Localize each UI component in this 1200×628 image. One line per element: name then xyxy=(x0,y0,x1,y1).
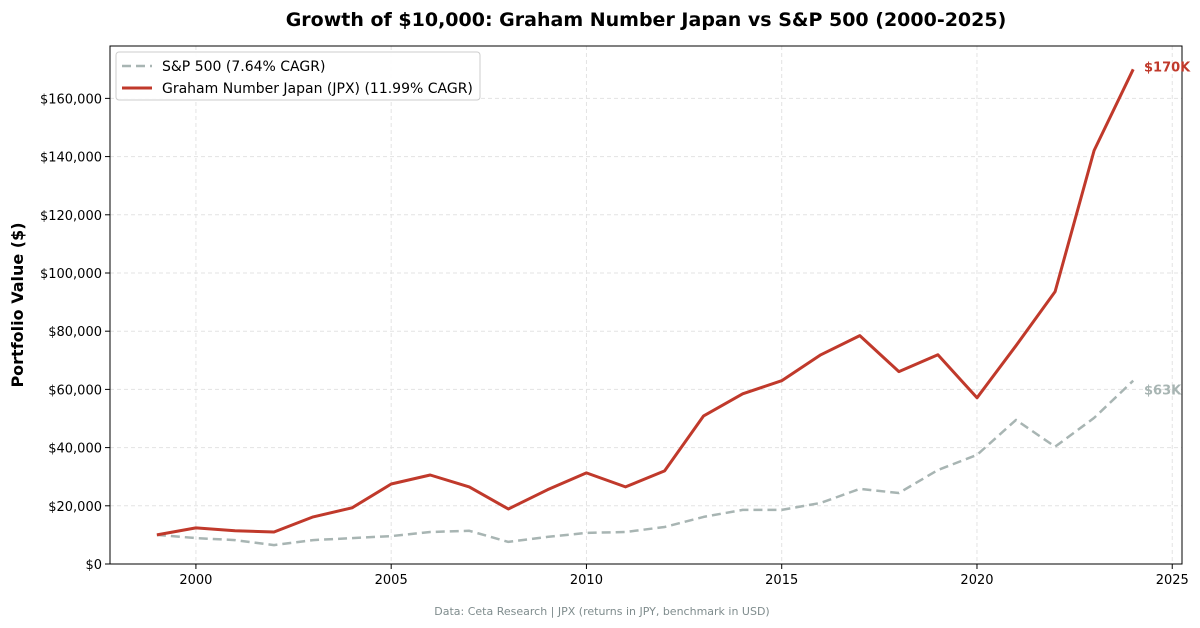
y-tick-label: $140,000 xyxy=(40,151,102,166)
legend-box xyxy=(115,51,481,101)
legend-label: S&P 500 (7.64% CAGR) xyxy=(162,59,325,75)
x-tick-label: 2000 xyxy=(179,573,212,588)
y-tick-label: $60,000 xyxy=(48,383,102,398)
y-tick-label: $40,000 xyxy=(48,442,102,457)
x-tick-label: 2025 xyxy=(1156,573,1189,588)
x-tick-label: 2015 xyxy=(765,573,798,588)
chart-title: Growth of $10,000: Graham Number Japan v… xyxy=(286,9,1007,31)
series-lines xyxy=(156,68,1135,547)
y-tick-label: $20,000 xyxy=(48,500,102,515)
y-tick-label: $120,000 xyxy=(40,209,102,224)
footnote: Data: Ceta Research | JPX (returns in JP… xyxy=(434,605,769,618)
x-tick-label: 2010 xyxy=(570,573,603,588)
end-labels: $63K $170K xyxy=(1144,60,1191,398)
legend: S&P 500 (7.64% CAGR) Graham Number Japan … xyxy=(115,51,481,101)
x-tick-label: 2005 xyxy=(375,573,408,588)
graham-japan-line xyxy=(156,68,1135,537)
grid xyxy=(110,46,1182,565)
y-tick-label: $0 xyxy=(85,558,102,573)
end-value-label: $63K xyxy=(1144,384,1182,399)
end-value-label: $170K xyxy=(1144,60,1191,75)
x-tick-label: 2020 xyxy=(960,573,993,588)
sp500-line xyxy=(156,379,1135,547)
legend-label: Graham Number Japan (JPX) (11.99% CAGR) xyxy=(162,81,473,97)
y-axis-label: Portfolio Value ($) xyxy=(8,222,27,387)
y-tick-label: $80,000 xyxy=(48,325,102,340)
axis-ticks: 2000 2005 2010 2015 2020 2025 $0 $20,000 $40,000… xyxy=(40,92,1189,588)
plot-frame xyxy=(109,45,1183,565)
y-tick-label: $160,000 xyxy=(40,92,102,107)
y-tick-label: $100,000 xyxy=(40,267,102,282)
